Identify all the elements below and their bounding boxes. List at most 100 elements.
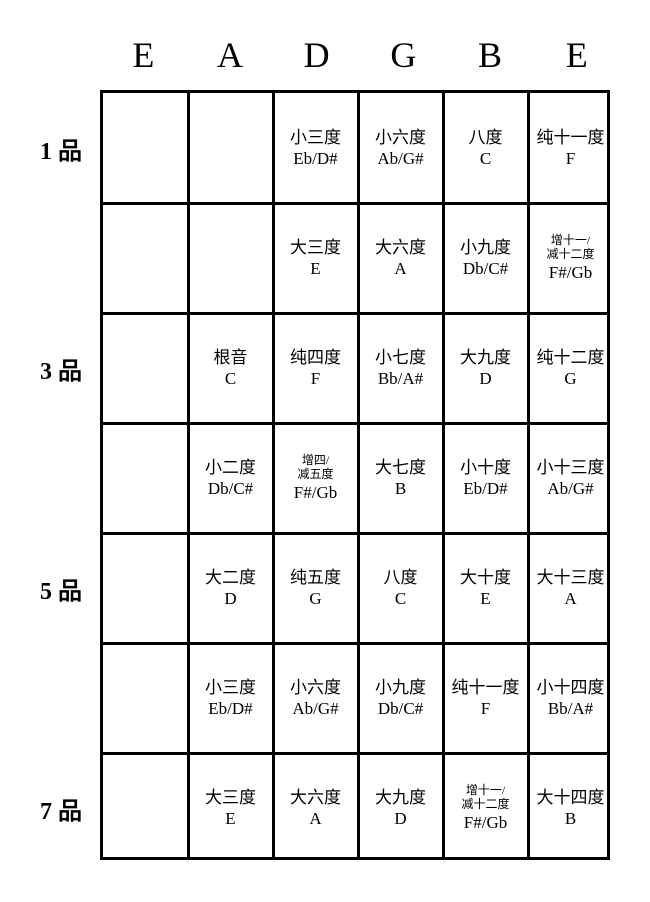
cell-r6-c5: 大十四度B <box>528 753 613 863</box>
interval-label: 八度 <box>384 568 418 588</box>
interval-label: 增十一/减十二度 <box>546 234 594 262</box>
note-label: D <box>224 589 236 609</box>
note-label: A <box>564 589 576 609</box>
interval-label: 大六度 <box>375 238 426 258</box>
cell-r2-c1: 根音C <box>188 313 273 423</box>
cell-r0-c2: 小三度Eb/D# <box>273 93 358 203</box>
note-label: Bb/A# <box>378 369 423 389</box>
note-label: C <box>225 369 236 389</box>
note-label: Db/C# <box>463 259 508 279</box>
cell-r4-c3: 八度C <box>358 533 443 643</box>
interval-label: 根音 <box>214 348 248 368</box>
interval-label: 小十三度 <box>537 458 605 478</box>
cell-r2-c5: 纯十二度G <box>528 313 613 423</box>
cell-r2-c2: 纯四度F <box>273 313 358 423</box>
note-label: Eb/D# <box>293 149 337 169</box>
note-label: G <box>564 369 576 389</box>
interval-label: 小二度 <box>205 458 256 478</box>
interval-label: 大三度 <box>290 238 341 258</box>
note-label: E <box>480 589 490 609</box>
string-header-2: D <box>273 20 360 90</box>
cell-r6-c4: 增十一/减十二度F#/Gb <box>443 753 528 863</box>
fret-labels: 1 品 3 品 5 品 7 品 <box>40 90 95 860</box>
fret-label-6: 7 品 <box>40 791 82 826</box>
note-label: D <box>479 369 491 389</box>
cell-r5-c3: 小九度Db/C# <box>358 643 443 753</box>
note-label: E <box>310 259 320 279</box>
string-header-1: A <box>187 20 274 90</box>
interval-label: 八度 <box>469 128 503 148</box>
interval-label: 增四/减五度 <box>297 454 333 482</box>
cell-r5-c1: 小三度Eb/D# <box>188 643 273 753</box>
string-header-4: B <box>447 20 534 90</box>
interval-label: 大三度 <box>205 788 256 808</box>
interval-label: 大七度 <box>375 458 426 478</box>
interval-label: 大二度 <box>205 568 256 588</box>
fret-label-2: 3 品 <box>40 351 82 386</box>
interval-label: 小三度 <box>205 678 256 698</box>
note-label: A <box>394 259 406 279</box>
note-label: Bb/A# <box>548 699 593 719</box>
cell-r1-c2: 大三度E <box>273 203 358 313</box>
note-label: Ab/G# <box>377 149 423 169</box>
interval-label: 大六度 <box>290 788 341 808</box>
cell-r5-c4: 纯十一度F <box>443 643 528 753</box>
interval-label: 小六度 <box>290 678 341 698</box>
interval-label: 小七度 <box>375 348 426 368</box>
interval-label: 增十一/减十二度 <box>461 784 509 812</box>
interval-label: 小九度 <box>375 678 426 698</box>
interval-label: 大九度 <box>460 348 511 368</box>
string-header-0: E <box>100 20 187 90</box>
string-headers: EADGBE <box>40 20 620 90</box>
cell-r0-c5: 纯十一度F <box>528 93 613 203</box>
cell-r4-c5: 大十三度A <box>528 533 613 643</box>
cell-r3-c2: 增四/减五度F#/Gb <box>273 423 358 533</box>
cell-r4-c1: 大二度D <box>188 533 273 643</box>
string-header-3: G <box>360 20 447 90</box>
cell-r0-c3: 小六度Ab/G# <box>358 93 443 203</box>
note-label: Eb/D# <box>463 479 507 499</box>
interval-label: 纯十二度 <box>537 348 605 368</box>
cell-r4-c4: 大十度E <box>443 533 528 643</box>
note-label: Ab/G# <box>547 479 593 499</box>
interval-label: 纯十一度 <box>537 128 605 148</box>
note-label: Db/C# <box>208 479 253 499</box>
note-label: F#/Gb <box>549 263 592 283</box>
cell-r0-c4: 八度C <box>443 93 528 203</box>
fret-label-0: 1 品 <box>40 131 82 166</box>
note-label: B <box>565 809 576 829</box>
note-label: D <box>394 809 406 829</box>
cell-r6-c3: 大九度D <box>358 753 443 863</box>
interval-label: 纯四度 <box>290 348 341 368</box>
note-label: F <box>481 699 490 719</box>
cell-r5-c5: 小十四度Bb/A# <box>528 643 613 753</box>
interval-label: 小三度 <box>290 128 341 148</box>
note-label: Eb/D# <box>208 699 252 719</box>
note-label: F <box>311 369 320 389</box>
interval-label: 大十四度 <box>537 788 605 808</box>
note-label: Ab/G# <box>292 699 338 719</box>
cell-r1-c3: 大六度A <box>358 203 443 313</box>
cell-r6-c1: 大三度E <box>188 753 273 863</box>
cell-r6-c2: 大六度A <box>273 753 358 863</box>
note-label: F <box>566 149 575 169</box>
interval-label: 大十三度 <box>537 568 605 588</box>
cell-r3-c3: 大七度B <box>358 423 443 533</box>
note-label: G <box>309 589 321 609</box>
cell-r1-c4: 小九度Db/C# <box>443 203 528 313</box>
cell-r3-c4: 小十度Eb/D# <box>443 423 528 533</box>
interval-label: 小六度 <box>375 128 426 148</box>
note-label: E <box>225 809 235 829</box>
note-label: C <box>395 589 406 609</box>
note-label: B <box>395 479 406 499</box>
interval-label: 小十四度 <box>537 678 605 698</box>
note-label: C <box>480 149 491 169</box>
interval-label: 小十度 <box>460 458 511 478</box>
grid-area: 1 品3 品5 品7 品 小三度Eb/D#小六度Ab/G#八度C纯十一度F大三度… <box>100 90 610 860</box>
cell-r1-c5: 增十一/减十二度F#/Gb <box>528 203 613 313</box>
fretboard-diagram: EADGBE 1 品3 品5 品7 品 小三度Eb/D#小六度Ab/G#八度C纯… <box>40 20 620 860</box>
fret-label-4: 5 品 <box>40 571 82 606</box>
cell-r2-c3: 小七度Bb/A# <box>358 313 443 423</box>
cell-r3-c1: 小二度Db/C# <box>188 423 273 533</box>
note-label: F#/Gb <box>464 813 507 833</box>
